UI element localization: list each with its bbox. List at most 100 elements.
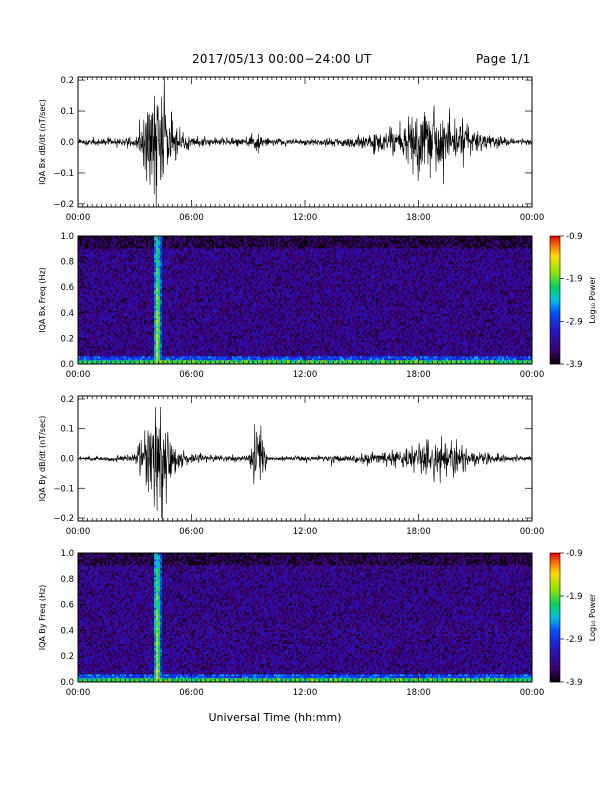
spectrogram-cell [178,292,181,295]
spectrogram-cell [208,320,211,323]
spectrogram-cell [214,298,217,301]
spectrogram-cell [206,338,209,341]
spectrogram-cell [200,264,203,267]
spectrogram-cell [150,244,153,247]
spectrogram-cell [100,306,103,309]
spectrogram-cell [218,342,221,345]
spectrogram-cell [122,340,125,343]
spectrogram-cell [164,358,167,361]
spectrogram-cell [140,256,143,259]
spectrogram-cell [220,288,223,291]
spectrogram-cell [134,314,137,317]
spectrogram-cell [136,348,139,351]
spectrogram-cell [224,306,227,309]
spectrogram-cell [232,284,235,287]
spectrogram-cell [110,272,113,275]
spectrogram-cell [94,236,97,239]
spectrogram-cell [180,242,183,245]
spectrogram-cell [222,238,225,241]
spectrogram-cell [150,240,153,243]
spectrogram-cell [118,240,121,243]
spectrogram-cell [140,254,143,257]
spectrogram-cell [180,276,183,279]
spectrogram-cell [126,240,129,243]
spectrogram-cell [166,316,169,319]
spectrogram-cell [192,300,195,303]
spectrogram-cell [152,352,155,355]
spectrogram-cell [84,342,87,345]
spectrogram-cell [200,292,203,295]
spectrogram-cell [166,306,169,309]
spectrogram-cell [222,318,225,321]
spectrogram-cell [204,298,207,301]
spectrogram-cell [186,300,189,303]
spectrogram-cell [96,326,99,329]
spectrogram-cell [168,292,171,295]
spectrogram-cell [150,352,153,355]
spectrogram-cell [80,322,83,325]
spectrogram-cell [214,256,217,259]
spectrogram-cell [126,244,129,247]
spectrogram-cell [94,296,97,299]
spectrogram-cell [174,296,177,299]
spectrogram-cell [202,292,205,295]
spectrogram-cell [106,348,109,351]
spectrogram-cell [222,320,225,323]
spectrogram-cell [222,310,225,313]
spectrogram-cell [128,294,131,297]
spectrogram-cell [202,296,205,299]
spectrogram-cell [110,278,113,281]
spectrogram-cell [178,272,181,275]
spectrogram-cell [94,300,97,303]
spectrogram-cell [218,252,221,255]
spectrogram-cell [190,274,193,277]
spectrogram-cell [228,256,231,259]
spectrogram-cell [92,276,95,279]
spectrogram-cell [188,256,191,259]
spectrogram-cell [174,258,177,261]
spectrogram-cell [158,306,161,309]
spectrogram-cell [156,338,159,341]
spectrogram-cell [164,288,167,291]
spectrogram-cell [132,298,135,301]
spectrogram-cell [160,266,163,269]
spectrogram-cell [114,310,117,313]
spectrogram-cell [124,248,127,251]
spectrogram-cell [90,324,93,327]
spectrogram-cell [212,312,215,315]
spectrogram-cell [86,352,89,355]
spectrogram-cell [162,314,165,317]
spectrogram-cell [128,356,131,359]
spectrogram-cell [134,340,137,343]
spectrogram-cell [180,338,183,341]
spectrogram-cell [136,326,139,329]
spectrogram-cell [172,352,175,355]
spectrogram-cell [86,358,89,361]
spectrogram-cell [144,294,147,297]
spectrogram-cell [186,260,189,263]
spectrogram-cell [138,318,141,321]
spectrogram-cell [168,252,171,255]
spectrogram-cell [86,274,89,277]
spectrogram-cell [136,258,139,261]
spectrogram-cell [220,280,223,283]
spectrogram-cell [92,346,95,349]
spectrogram-cell [114,250,117,253]
spectrogram-cell [88,312,91,315]
spectrogram-cell [194,300,197,303]
spectrogram-cell [126,290,129,293]
spectrogram-cell [214,260,217,263]
spectrogram-cell [184,332,187,335]
spectrogram-cell [136,346,139,349]
spectrogram-cell [96,334,99,337]
spectrogram-cell [178,240,181,243]
spectrogram-cell [180,250,183,253]
spectrogram-cell [168,316,171,319]
spectrogram-cell [208,318,211,321]
spectrogram-cell [168,258,171,261]
spectrogram-cell [194,242,197,245]
spectrogram-cell [84,278,87,281]
spectrogram-cell [182,362,185,365]
spectrogram-cell [214,244,217,247]
spectrogram-cell [142,326,145,329]
